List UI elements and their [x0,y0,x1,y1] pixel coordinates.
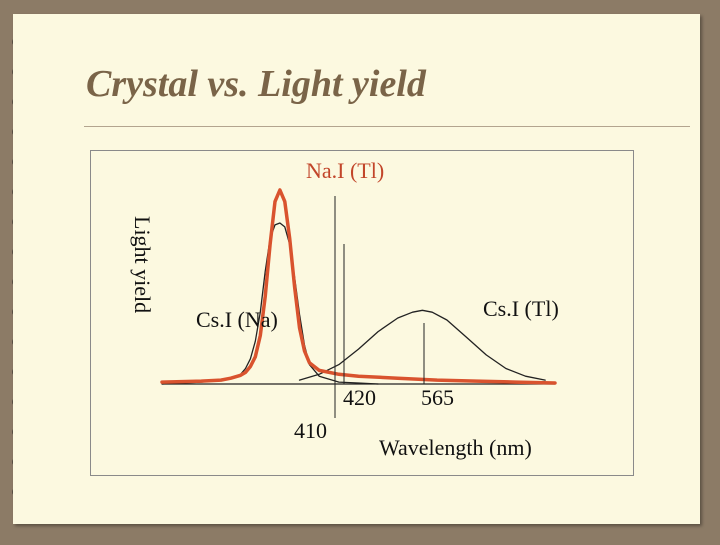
series-label-csi-tl: Cs.I (Tl) [483,296,559,321]
series-line-0 [162,190,555,383]
series-label-nai: Na.I (Tl) [306,158,384,183]
peak-label-410: 410 [294,418,327,443]
series-label-csi-na: Cs.I (Na) [196,307,278,332]
y-axis-label: Light yield [130,216,155,313]
peak-label-420: 420 [343,385,376,410]
series-0 [162,190,555,383]
series-layer [162,190,555,384]
x-axis-label: Wavelength (nm) [379,435,532,460]
peak-label-565: 565 [421,385,454,410]
